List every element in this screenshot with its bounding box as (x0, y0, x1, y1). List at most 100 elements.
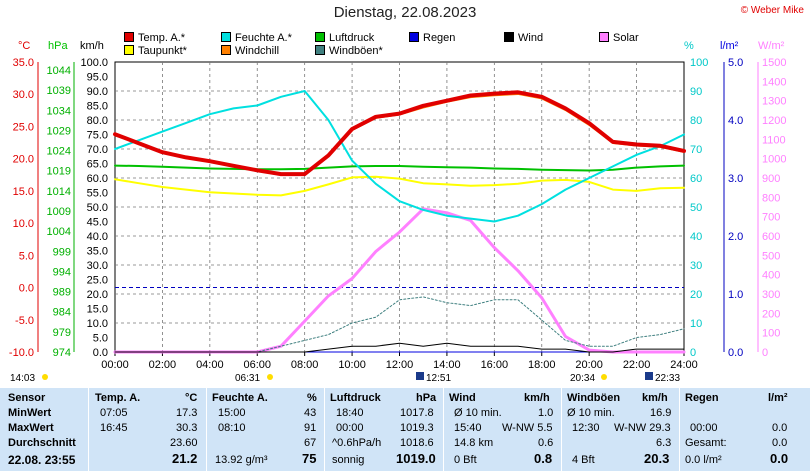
legend-solar: Solar (599, 32, 639, 45)
time-tick-label: 12:00 (386, 359, 414, 371)
weather-chart: 00:00 02:00 04:00 06:00 08:00 10:00 12:00 14:00… (9, 57, 787, 384)
time-tick-label: 04:00 (196, 359, 224, 371)
noon-icon (416, 372, 424, 380)
solar-tick-label: 1300 (762, 96, 786, 108)
temp-tick-label: 30.0 (13, 89, 34, 101)
pressure-min: 1017.8 (400, 407, 434, 419)
time-tick-label: 10:00 (338, 359, 366, 371)
legend-swatch-solar (599, 32, 609, 42)
time-tick-label: 00:00 (101, 359, 129, 371)
pressure-tick-label: 1034 (47, 105, 71, 117)
time-tick-label: 14:00 (433, 359, 461, 371)
temp-avg: 23.60 (170, 437, 198, 449)
wind-max: W-NW 5.5 (502, 422, 553, 434)
wind-tick-label: 90.0 (87, 86, 108, 98)
pressure-tick-label: 1039 (47, 85, 71, 97)
wind-tick-label: 25.0 (87, 275, 108, 287)
legend-label-temp: Temp. A.* (138, 32, 186, 44)
solar-tick-label: 1200 (762, 115, 786, 127)
temp-max-time: 16:45 (100, 422, 128, 434)
series-line-taupunkt (114, 175, 685, 197)
wind-tick-label: 20.0 (87, 289, 108, 301)
time-tick-label: 24:00 (670, 359, 698, 371)
wind-unit: km/h (524, 392, 550, 404)
pressure-tick-label: 1029 (47, 125, 71, 137)
humidity-min: 43 (304, 407, 317, 419)
pressure-trend: ^0.6hPa/h (332, 437, 382, 449)
rain-tick-label: 1.0 (728, 289, 743, 301)
stats-table: Sensor MinWert MaxWert Durchschnitt 22.0… (0, 388, 810, 471)
wind-tick-label: 95.0 (87, 72, 108, 84)
stats-divider (443, 388, 444, 471)
humidity-max-time: 08:10 (218, 422, 246, 434)
humidity-tick-label: 90 (690, 86, 702, 98)
rain-unit: l/m² (768, 392, 788, 404)
humidity-unit: % (307, 392, 317, 404)
humidity-tick-label: 70 (690, 144, 702, 156)
time-tick-label: 18:00 (528, 359, 556, 371)
moonrise-icon (42, 374, 48, 380)
time-tick-label: 08:00 (291, 359, 319, 371)
legend-wind: Wind (504, 32, 543, 45)
legend-swatch-wind (504, 32, 514, 42)
wind-tick-label: 10.0 (87, 318, 108, 330)
time-tick-label: 20:00 (575, 359, 603, 371)
humidity-tick-label: 80 (690, 115, 702, 127)
noon-label: 12:51 (426, 373, 451, 384)
pressure-max-time: 00:00 (336, 422, 364, 434)
humidity-current: 75 (302, 451, 317, 466)
pressure-header: Luftdruck (330, 392, 381, 404)
solar-tick-label: 500 (762, 250, 780, 262)
series-line-wind (114, 342, 685, 353)
pressure-axis-unit: hPa (48, 40, 68, 52)
row-label-max: MaxWert (8, 422, 54, 434)
gusts-current: 20.3 (644, 451, 670, 466)
wind-tick-label: 15.0 (87, 304, 108, 316)
pressure-max: 1019.3 (400, 422, 434, 434)
rain-tick-label: 5.0 (728, 57, 743, 69)
sunset-label: 20:34 (570, 373, 595, 384)
pressure-tick-label: 999 (53, 246, 71, 258)
legend-label-humidity: Feuchte A.* (235, 32, 292, 44)
temp-current: 21.2 (172, 451, 198, 466)
rain-tick-label: 2.0 (728, 231, 743, 243)
rain-tick-label: 0.0 (728, 347, 743, 359)
rain-max: 0.0 (772, 422, 788, 434)
humidity-tick-label: 30 (690, 260, 702, 272)
wind-tick-label: 100.0 (80, 57, 108, 69)
solar-tick-label: 1400 (762, 76, 786, 88)
temp-tick-label: 25.0 (13, 121, 34, 133)
temp-tick-label: -5.0 (15, 315, 34, 327)
wind-tick-label: 40.0 (87, 231, 108, 243)
legend-gusts: Windböen* (315, 45, 383, 58)
gusts-bft: 4 Bft (572, 454, 595, 466)
chart-title: Dienstag, 22.08.2023 (333, 4, 477, 21)
rain-total-label: Gesamt: (685, 437, 727, 449)
legend-pressure: Luftdruck (315, 32, 374, 45)
wind-tick-label: 0.0 (93, 347, 108, 359)
moonset-label: 22:33 (655, 373, 680, 384)
humidity-tick-label: 60 (690, 173, 702, 185)
stats-divider (679, 388, 680, 471)
row-label-current: 22.08. 23:55 (8, 453, 76, 467)
legend-swatch-temp (124, 32, 134, 42)
row-label-min: MinWert (8, 407, 52, 419)
humidity-tick-label: 100 (690, 57, 708, 69)
stats-divider (88, 388, 89, 471)
solar-tick-label: 800 (762, 192, 780, 204)
wind-tick-label: 30.0 (87, 260, 108, 272)
legend-label-solar: Solar (613, 32, 639, 44)
rain-header: Regen (685, 392, 719, 404)
humidity-tick-label: 50 (690, 202, 702, 214)
wind-tick-label: 50.0 (87, 202, 108, 214)
legend-label-windchill: Windchill (235, 45, 280, 57)
pressure-tick-label: 979 (53, 327, 71, 339)
humidity-tick-label: 0 (690, 347, 696, 359)
temp-header: Temp. A. (95, 392, 141, 404)
humidity-avg: 67 (304, 437, 317, 449)
pressure-tick-label: 994 (53, 266, 71, 278)
solar-tick-label: 300 (762, 289, 780, 301)
moonrise-label: 14:03 (10, 373, 35, 384)
row-label-avg: Durchschnitt (8, 437, 76, 449)
wind-current: 0.8 (534, 451, 553, 466)
